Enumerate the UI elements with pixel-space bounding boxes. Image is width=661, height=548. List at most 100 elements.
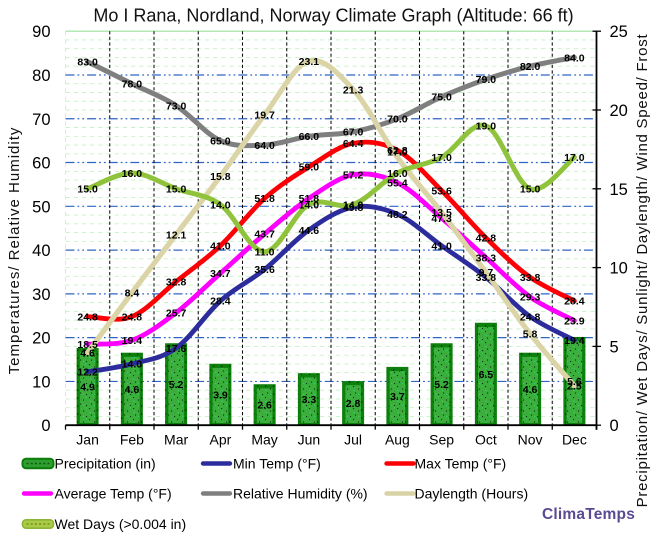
svg-text:15.0: 15.0 (77, 184, 98, 196)
svg-text:64.0: 64.0 (254, 140, 275, 152)
svg-text:13.5: 13.5 (431, 207, 452, 219)
svg-text:50: 50 (32, 198, 50, 216)
svg-text:25.7: 25.7 (166, 308, 187, 320)
svg-text:83.0: 83.0 (77, 57, 98, 69)
svg-text:2.8: 2.8 (346, 398, 361, 410)
svg-text:42.8: 42.8 (476, 233, 497, 245)
svg-text:Precipitation/ Wet Days/ Sunli: Precipitation/ Wet Days/ Sunlight/ Dayle… (634, 33, 651, 507)
svg-text:Aug: Aug (385, 432, 410, 448)
svg-text:3.7: 3.7 (390, 391, 405, 403)
svg-text:18.5: 18.5 (77, 339, 98, 351)
svg-text:65.0: 65.0 (210, 135, 231, 147)
svg-text:16.0: 16.0 (122, 168, 143, 180)
svg-text:3.3: 3.3 (302, 394, 317, 406)
svg-text:20: 20 (610, 102, 628, 120)
svg-text:8.4: 8.4 (125, 288, 140, 300)
svg-text:Daylength (Hours): Daylength (Hours) (415, 485, 529, 501)
svg-text:0: 0 (610, 417, 619, 435)
svg-text:59.0: 59.0 (299, 162, 320, 174)
svg-text:Temperatures/ Relative Humidit: Temperatures/ Relative Humidity (6, 127, 23, 375)
svg-text:9.7: 9.7 (479, 267, 494, 279)
svg-text:ClimaTemps: ClimaTemps (542, 506, 635, 523)
svg-text:28.4: 28.4 (564, 296, 585, 308)
svg-text:12.1: 12.1 (166, 229, 187, 241)
svg-text:40: 40 (32, 242, 50, 260)
svg-text:48.2: 48.2 (387, 209, 408, 221)
svg-text:Max Temp (°F): Max Temp (°F) (415, 455, 507, 471)
svg-text:Apr: Apr (210, 432, 232, 448)
svg-text:0: 0 (41, 417, 50, 435)
svg-text:24.8: 24.8 (122, 311, 143, 323)
svg-text:5.2: 5.2 (434, 379, 449, 391)
svg-text:21.3: 21.3 (343, 84, 364, 96)
svg-text:14.0: 14.0 (299, 199, 320, 211)
svg-text:35.6: 35.6 (254, 264, 275, 276)
svg-text:43.7: 43.7 (254, 229, 275, 241)
svg-text:14.0: 14.0 (210, 199, 231, 211)
svg-text:11.0: 11.0 (255, 247, 275, 259)
svg-text:6.5: 6.5 (479, 369, 494, 381)
svg-text:79.0: 79.0 (476, 74, 497, 86)
svg-text:82.0: 82.0 (520, 61, 541, 73)
svg-text:33.8: 33.8 (476, 272, 497, 284)
svg-text:66.0: 66.0 (299, 131, 320, 143)
svg-text:60: 60 (32, 155, 50, 173)
svg-text:70.0: 70.0 (387, 114, 408, 126)
svg-text:44.6: 44.6 (299, 225, 320, 237)
svg-text:Oct: Oct (475, 432, 497, 448)
svg-text:67.0: 67.0 (343, 127, 364, 139)
svg-text:2.5: 2.5 (567, 381, 582, 393)
svg-text:32.8: 32.8 (166, 276, 187, 288)
svg-text:2.6: 2.6 (257, 400, 272, 412)
svg-text:May: May (251, 432, 277, 448)
svg-text:84.0: 84.0 (564, 52, 585, 64)
svg-text:19.4: 19.4 (122, 335, 143, 347)
svg-text:Jan: Jan (76, 432, 99, 448)
svg-text:29.3: 29.3 (520, 292, 541, 304)
svg-text:15: 15 (610, 181, 628, 199)
svg-text:15.8: 15.8 (210, 171, 231, 183)
svg-text:3.9: 3.9 (213, 389, 228, 401)
svg-text:53.6: 53.6 (431, 185, 452, 197)
svg-text:47.3: 47.3 (431, 213, 452, 225)
svg-text:14.0: 14.0 (343, 199, 364, 211)
svg-text:75.0: 75.0 (431, 92, 452, 104)
svg-text:51.8: 51.8 (254, 193, 275, 205)
svg-text:62.8: 62.8 (387, 145, 408, 157)
svg-text:23.9: 23.9 (564, 315, 585, 327)
svg-text:14.0: 14.0 (122, 359, 143, 371)
svg-text:30: 30 (32, 286, 50, 304)
svg-text:16.0: 16.0 (387, 168, 408, 180)
svg-text:5.6: 5.6 (567, 376, 582, 388)
svg-text:57.2: 57.2 (343, 170, 364, 182)
svg-text:Nov: Nov (518, 432, 543, 448)
svg-text:90: 90 (32, 23, 50, 41)
svg-text:20: 20 (32, 330, 50, 348)
svg-text:4.6: 4.6 (523, 384, 538, 396)
svg-text:10: 10 (610, 260, 628, 278)
svg-text:Sep: Sep (429, 432, 454, 448)
svg-text:Wet Days (>0.004 in): Wet Days (>0.004 in) (55, 516, 187, 532)
svg-text:17.6: 17.6 (166, 343, 187, 355)
svg-text:34.7: 34.7 (210, 268, 231, 280)
svg-text:5.8: 5.8 (523, 329, 538, 341)
svg-text:24.8: 24.8 (520, 311, 541, 323)
svg-text:17.0: 17.0 (431, 152, 452, 164)
svg-text:55.4: 55.4 (387, 178, 408, 190)
svg-text:17.0: 17.0 (387, 147, 408, 159)
svg-text:17.0: 17.0 (564, 152, 585, 164)
svg-text:Jun: Jun (298, 432, 321, 448)
svg-text:Min Temp (°F): Min Temp (°F) (233, 455, 321, 471)
svg-text:Mar: Mar (164, 432, 188, 448)
svg-text:4.6: 4.6 (125, 384, 140, 396)
svg-text:Feb: Feb (120, 432, 144, 448)
svg-text:24.8: 24.8 (77, 311, 98, 323)
svg-text:Jul: Jul (344, 432, 362, 448)
svg-text:5: 5 (610, 338, 619, 356)
svg-text:38.3: 38.3 (476, 252, 497, 264)
svg-text:Dec: Dec (562, 432, 587, 448)
svg-text:49.8: 49.8 (343, 202, 364, 214)
svg-text:4.6: 4.6 (80, 348, 95, 360)
svg-text:33.8: 33.8 (520, 272, 541, 284)
svg-text:19.4: 19.4 (564, 335, 585, 347)
